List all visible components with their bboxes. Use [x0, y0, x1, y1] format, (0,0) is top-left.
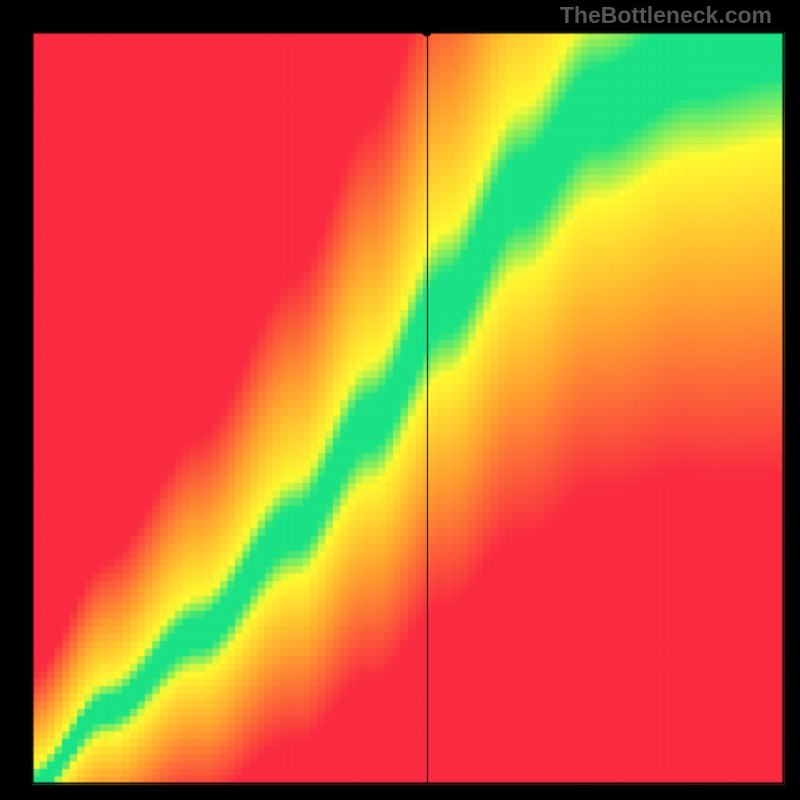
chart-container: TheBottleneck.com — [0, 0, 800, 800]
watermark-label: TheBottleneck.com — [560, 2, 772, 29]
heatmap-canvas — [0, 0, 800, 800]
